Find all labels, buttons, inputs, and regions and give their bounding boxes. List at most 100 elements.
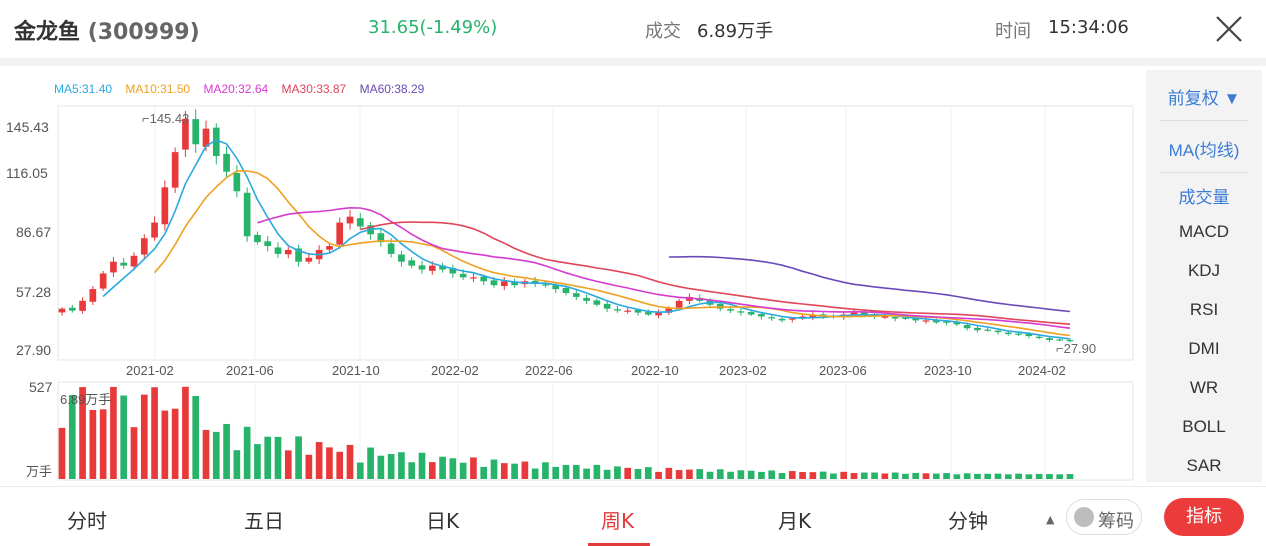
candle-body (943, 321, 950, 323)
candle-body (614, 309, 621, 311)
volume-bar (727, 471, 734, 479)
candle-body (305, 257, 313, 262)
candle-body (470, 277, 477, 279)
x-tick: 2022-02 (431, 363, 479, 378)
ma10-label: MA10:31.50 (125, 82, 191, 96)
volume-bar (120, 395, 128, 479)
volume-bar (809, 472, 817, 479)
tab-five-day[interactable]: 五日 (244, 509, 284, 533)
volume-bar (850, 473, 858, 479)
stock-title: 金龙鱼 (300999) (14, 14, 200, 46)
indicator-volume[interactable]: 成交量 (1178, 188, 1230, 207)
candle-body (603, 303, 611, 309)
indicator-boll[interactable]: BOLL (1182, 417, 1226, 436)
ma30-label: MA30:33.87 (281, 82, 347, 96)
indicator-wr[interactable]: WR (1189, 378, 1219, 397)
volume-bar (932, 473, 940, 479)
indicator-dmi[interactable]: DMI (1188, 339, 1220, 358)
indicator-macd[interactable]: MACD (1178, 222, 1230, 241)
volume-bar (315, 442, 323, 479)
volume-bar (799, 472, 806, 479)
volume-bar (130, 427, 138, 479)
volume-bar (284, 450, 292, 479)
volume-bar (1004, 474, 1012, 479)
candle-body (356, 218, 364, 227)
candle-body (192, 119, 200, 145)
candle-body (387, 243, 395, 254)
volume-bar (994, 473, 1002, 479)
candle-body (79, 300, 86, 311)
volume-bar (1066, 474, 1074, 479)
volume-bar (614, 466, 621, 479)
candle-body (655, 312, 662, 316)
candle-body (562, 287, 570, 294)
volume-bar (326, 447, 333, 479)
volume-panel-frame (57, 381, 1134, 481)
candle-body (1056, 339, 1064, 341)
volume-bar (336, 451, 344, 479)
volume-bar (644, 467, 652, 479)
indicator-rsi[interactable]: RSI (1189, 300, 1219, 319)
candle-body (1004, 332, 1012, 335)
candle-body (552, 285, 560, 290)
x-axis-labels: 2021-02 2021-06 2021-10 2022-02 2022-06 … (126, 363, 1066, 378)
indicators-button[interactable]: 指标 (1164, 498, 1244, 536)
tab-monthly-k[interactable]: 月K (778, 509, 812, 533)
price-change: 31.65(-1.49%) (368, 17, 498, 38)
candle-body (254, 234, 261, 243)
volume-bar (459, 462, 467, 479)
tab-intraday[interactable]: 分时 (67, 509, 107, 533)
candle-body (89, 289, 97, 302)
volume-bar (830, 473, 837, 479)
volume-bar (552, 466, 560, 479)
volume-bar (449, 458, 457, 479)
candle-body (295, 248, 302, 262)
candle-body (130, 255, 138, 267)
candle-body (459, 273, 467, 278)
volume-bar (747, 470, 755, 479)
kline-chart[interactable]: MA5:31.40 MA10:31.50 MA20:32.64 MA30:33.… (0, 66, 1140, 486)
candle-body (634, 309, 642, 313)
volume-bar (223, 423, 230, 479)
tab-minute[interactable]: 分钟 (948, 509, 988, 533)
rights-dropdown[interactable]: 前复权 ▼ (1146, 84, 1262, 109)
volume-bar (171, 408, 179, 479)
price-panel-frame (57, 105, 1134, 361)
candle-body (881, 316, 889, 318)
volume-bar (418, 452, 426, 479)
y-tick-27: 27.90 (16, 342, 51, 358)
indicator-panel: 前复权 ▼ MA(均线) 成交量 MACD KDJ RSI DMI WR BOL… (1146, 70, 1262, 482)
period-tab-bar: 分时 五日 日K 周K 月K 分钟 ▲ 筹码 指标 (0, 486, 1266, 546)
volume-bar (511, 463, 518, 479)
tab-weekly-k[interactable]: 周K (601, 509, 635, 533)
indicator-ma[interactable]: MA(均线) (1168, 141, 1240, 160)
volume-bar (58, 427, 66, 479)
volume-bar (1015, 473, 1022, 479)
time-value: 15:34:06 (1048, 17, 1129, 38)
volume-bar (984, 473, 992, 479)
volume-bar (891, 472, 899, 479)
volume-bar (737, 470, 745, 479)
volume-bar (182, 386, 189, 479)
candle-body (140, 238, 148, 255)
candle-body (58, 308, 66, 313)
volume-bar (470, 457, 477, 479)
indicator-sar[interactable]: SAR (1186, 456, 1222, 475)
indicator-kdj[interactable]: KDJ (1187, 261, 1221, 280)
candle-body (449, 268, 457, 274)
high-marker: ⌐145.43 (142, 111, 189, 126)
candle-body (428, 265, 436, 271)
chips-button[interactable]: 筹码 (1066, 499, 1142, 535)
volume-bar (778, 473, 786, 479)
volume-bar (1046, 474, 1053, 479)
ma-line (102, 139, 1071, 340)
candle-body (120, 262, 128, 266)
rights-label: 前复权 (1167, 89, 1219, 108)
caret-down-icon: ▼ (1223, 89, 1241, 108)
candle-body (583, 297, 590, 301)
ma-line (668, 255, 1071, 313)
tab-daily-k[interactable]: 日K (426, 509, 460, 533)
volume-bar (860, 472, 868, 479)
candle-body (758, 314, 765, 317)
close-button[interactable] (1214, 14, 1244, 44)
